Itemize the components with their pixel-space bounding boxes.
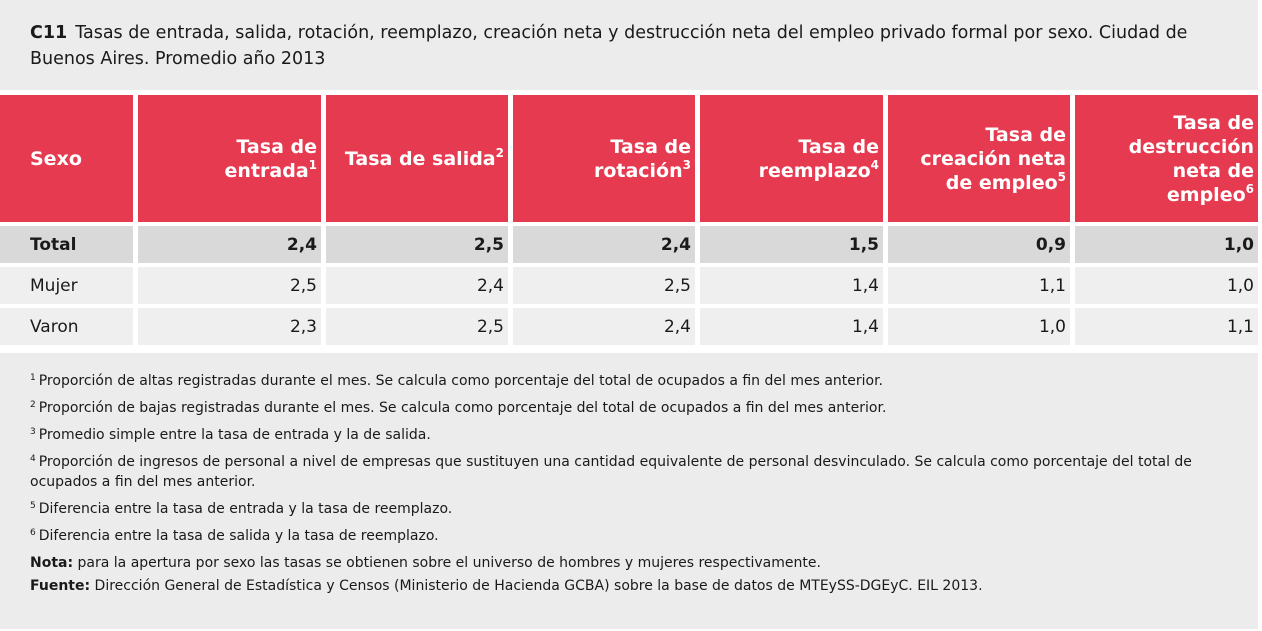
footnote-marker: 2 [30, 400, 36, 410]
notes-box: 1 Proporción de altas registradas durante… [0, 353, 1258, 629]
footnote-text: Proporción de altas registradas durante … [38, 373, 884, 389]
footnote: 4 Proporción de ingresos de personal a ni… [30, 452, 1228, 492]
cell: 1,0 [883, 308, 1070, 345]
footnote: 6 Diferencia entre la tasa de salida y la… [30, 526, 1228, 546]
column-label: Tasa de destrucción neta de empleo [1128, 111, 1254, 206]
column-header: Tasa de rotación3 [508, 95, 695, 222]
column-label: Sexo [30, 147, 82, 170]
cell: 1,0 [1070, 267, 1258, 304]
cell: 1,1 [1070, 308, 1258, 345]
cell: 2,3 [133, 308, 321, 345]
footnote: 1 Proporción de altas registradas durante… [30, 371, 1228, 391]
footnote: 3 Promedio simple entre la tasa de entrad… [30, 425, 1228, 445]
header: C11 Tasas de entrada, salida, rotación, r… [0, 0, 1258, 90]
footnote-ref: 3 [682, 157, 691, 172]
row-label: Mujer [0, 267, 133, 304]
footnote-text: Diferencia entre la tasa de entrada y la… [38, 501, 453, 517]
footnote-ref: 6 [1245, 181, 1254, 196]
footnote-marker: 3 [30, 427, 36, 437]
fuente-text: Dirección General de Estadística y Censo… [94, 578, 983, 594]
data-table: Sexo Tasa de entrada1 Tasa de salida2 Tasa … [0, 91, 1258, 349]
fuente-label: Fuente: [30, 578, 91, 594]
cell: 2,4 [508, 226, 695, 263]
column-label: Tasa de reemplazo [758, 135, 879, 182]
footnote-text: Proporción de ingresos de personal a niv… [30, 454, 1192, 490]
table-body: Total 2,4 2,5 2,4 1,5 0,9 1,0 Mujer 2,5 2,4 2,5 1,4… [0, 226, 1258, 345]
footnote-marker: 5 [30, 501, 36, 511]
column-label: Tasa de creación neta de empleo [920, 123, 1066, 194]
table-row: Varon 2,3 2,5 2,4 1,4 1,0 1,1 [0, 308, 1258, 345]
cell: 1,1 [883, 267, 1070, 304]
footnote-text: Diferencia entre la tasa de salida y la … [38, 528, 439, 544]
cell: 0,9 [883, 226, 1070, 263]
column-header: Sexo [0, 95, 133, 222]
cell: 1,0 [1070, 226, 1258, 263]
column-header: Tasa de destrucción neta de empleo6 [1070, 95, 1258, 222]
footnote-text: Promedio simple entre la tasa de entrada… [38, 427, 431, 443]
cell: 2,5 [508, 267, 695, 304]
column-header: Tasa de reemplazo4 [695, 95, 883, 222]
column-label: Tasa de rotación [593, 135, 691, 182]
column-header: Tasa de salida2 [321, 95, 508, 222]
table-title: Tasas de entrada, salida, rotación, reem… [30, 23, 1188, 69]
table-row: Mujer 2,5 2,4 2,5 1,4 1,1 1,0 [0, 267, 1258, 304]
table-row: Total 2,4 2,5 2,4 1,5 0,9 1,0 [0, 226, 1258, 263]
footnote-marker: 1 [30, 373, 36, 383]
row-label: Varon [0, 308, 133, 345]
cell: 1,4 [695, 267, 883, 304]
footnote: 2 Proporción de bajas registradas durante… [30, 398, 1228, 418]
footnote-text: Proporción de bajas registradas durante … [38, 400, 887, 416]
footnote-marker: 4 [30, 454, 36, 464]
column-label: Tasa de entrada [224, 135, 317, 182]
cell: 1,5 [695, 226, 883, 263]
cell: 2,5 [321, 308, 508, 345]
fuente-line: Fuente: Dirección General de Estadística… [30, 576, 1228, 596]
table-code: C11 [30, 23, 68, 43]
footnote-ref: 4 [870, 157, 879, 172]
header-row: Sexo Tasa de entrada1 Tasa de salida2 Tasa … [0, 95, 1258, 222]
cell: 2,4 [508, 308, 695, 345]
nota-line: Nota: para la apertura por sexo las tasa… [30, 553, 1228, 573]
cell: 2,5 [321, 226, 508, 263]
cell: 2,4 [133, 226, 321, 263]
footnote-ref: 2 [495, 145, 504, 160]
footnote-marker: 6 [30, 528, 36, 538]
footnote-ref: 1 [308, 157, 317, 172]
column-header: Tasa de entrada1 [133, 95, 321, 222]
cell: 1,4 [695, 308, 883, 345]
row-label: Total [0, 226, 133, 263]
column-label: Tasa de salida [344, 147, 496, 170]
cell: 2,5 [133, 267, 321, 304]
cell: 2,4 [321, 267, 508, 304]
nota-label: Nota: [30, 555, 74, 571]
nota-text: para la apertura por sexo las tasas se o… [77, 555, 821, 571]
column-header: Tasa de creación neta de empleo5 [883, 95, 1070, 222]
footnote-ref: 5 [1057, 169, 1066, 184]
footnote: 5 Diferencia entre la tasa de entrada y l… [30, 499, 1228, 519]
